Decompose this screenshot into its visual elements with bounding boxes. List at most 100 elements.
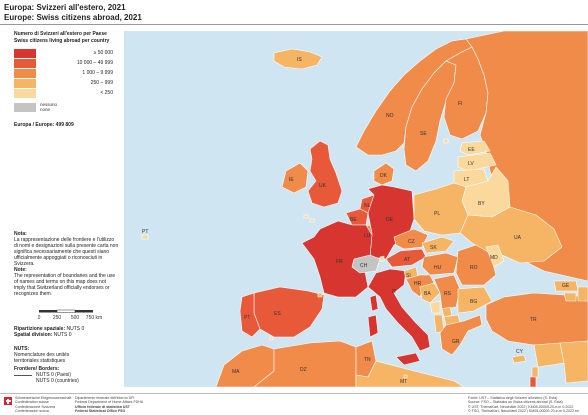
country-xk bbox=[441, 306, 453, 318]
svg-text:IE: IE bbox=[289, 177, 294, 183]
nuts-definition: NUTS: Nomenclature des unités territoria… bbox=[14, 346, 119, 364]
svg-text:RS: RS bbox=[444, 291, 452, 297]
country-md bbox=[485, 244, 505, 268]
country-dk bbox=[373, 162, 395, 186]
note-block: Nota: La rappresentazione delle frontier… bbox=[14, 231, 119, 297]
note-text-it: La rappresentazione delle frontiere e l'… bbox=[14, 237, 119, 267]
scale-seg-3 bbox=[75, 310, 93, 313]
country-fr-corsica bbox=[369, 294, 379, 312]
country-mt bbox=[403, 374, 408, 379]
legend-class-row: 1 000 – 9 999 bbox=[14, 68, 119, 78]
svg-text:NL: NL bbox=[364, 203, 371, 209]
footer-admin-line: Schweizerische Eidgenossenschaft bbox=[15, 396, 72, 400]
frontiers-row-2: NUTS 0 (countries) bbox=[14, 378, 119, 384]
note-title-en: Note: bbox=[14, 267, 27, 273]
svg-text:TR: TR bbox=[530, 317, 537, 323]
country-ro bbox=[455, 244, 497, 286]
svg-text:CZ: CZ bbox=[408, 239, 415, 245]
country-il bbox=[529, 376, 537, 387]
legend-total: Europa / Europe: 499 809 bbox=[14, 122, 74, 128]
scale-seg-2 bbox=[56, 309, 76, 313]
country-ie bbox=[281, 162, 309, 194]
svg-text:DE: DE bbox=[386, 217, 394, 223]
svg-text:CH: CH bbox=[360, 263, 368, 269]
footer-divider bbox=[0, 393, 588, 394]
country-lb bbox=[531, 366, 539, 378]
footer-admin: Schweizerische Eidgenossenschaft Confédé… bbox=[15, 396, 71, 413]
scale-label-500: 500 bbox=[71, 315, 80, 321]
country-ba bbox=[419, 282, 441, 304]
title-italian: Europa: Svizzeri all'estero, 2021 bbox=[4, 3, 126, 12]
country-ad bbox=[317, 292, 323, 298]
svg-text:GE: GE bbox=[562, 283, 570, 289]
svg-text:PL: PL bbox=[434, 211, 440, 217]
frontier-line-symbol bbox=[14, 374, 32, 376]
nuts-line-2: territoriales statistiques bbox=[14, 358, 66, 364]
svg-text:HR: HR bbox=[414, 281, 422, 287]
svg-text:BE: BE bbox=[350, 217, 357, 223]
svg-text:GR: GR bbox=[452, 339, 460, 345]
country-uk bbox=[307, 140, 343, 208]
svg-text:SK: SK bbox=[430, 245, 437, 251]
legend-class-row: ≥ 50 000 bbox=[14, 48, 119, 58]
svg-text:MD: MD bbox=[490, 255, 498, 261]
country-de bbox=[367, 184, 415, 260]
spatial-division: Ripartizione spaziale: NUTS 0 Spatial di… bbox=[14, 326, 119, 338]
svg-text:LU: LU bbox=[364, 233, 371, 239]
svg-text:TN: TN bbox=[364, 357, 371, 363]
legend-class-row: < 250 bbox=[14, 88, 119, 98]
footer-dept-line: Dipartimento federale dell'interno DFI bbox=[75, 396, 135, 400]
country-az bbox=[577, 286, 588, 302]
legend-swatch bbox=[14, 68, 36, 78]
nuts-title: NUTS: bbox=[14, 346, 30, 352]
legend-class-label: 10 000 – 49 999 bbox=[76, 60, 113, 66]
svg-text:IS: IS bbox=[297, 57, 302, 63]
country-gi bbox=[269, 336, 274, 341]
svg-text:CY: CY bbox=[516, 349, 524, 355]
svg-text:BY: BY bbox=[478, 201, 485, 207]
svg-text:PT: PT bbox=[142, 229, 148, 235]
scale-label-0: 0 bbox=[38, 315, 41, 321]
footer-admin-line: Confederazione Svizzera bbox=[15, 404, 56, 409]
scale-label-250: 250 bbox=[53, 315, 62, 321]
country-pt bbox=[239, 292, 261, 338]
country-ch bbox=[351, 254, 381, 274]
footer-admin-line: Confederaziun svizra bbox=[15, 408, 49, 413]
legend-class-row: 10 000 – 49 999 bbox=[14, 58, 119, 68]
svg-text:ES: ES bbox=[274, 311, 281, 317]
svg-text:RO: RO bbox=[470, 265, 478, 271]
country-gr bbox=[439, 314, 483, 356]
title-divider bbox=[0, 24, 588, 25]
footer-dept-line: Federal Statistical Office FSO bbox=[75, 408, 126, 413]
country-hu bbox=[421, 252, 459, 276]
country-bg bbox=[457, 286, 493, 314]
country-ua bbox=[459, 206, 563, 264]
svg-text:FI: FI bbox=[458, 101, 462, 107]
scale-seg-1 bbox=[39, 310, 57, 313]
legend-title-italian: Numero di Svizzeri all'estero per Paese bbox=[14, 31, 107, 37]
frontiers-row-1: NUTS 0 (Paesi) bbox=[14, 372, 119, 378]
svg-text:SI: SI bbox=[406, 273, 411, 279]
legend-nodata-swatch bbox=[14, 102, 36, 112]
footer-source-line: © FSO, ThemaKart, Neuchâtel 2022 | KM05-… bbox=[468, 408, 579, 413]
country-ly bbox=[355, 360, 465, 387]
frontiers-row-1-label: NUTS 0 (Paesi) bbox=[36, 372, 72, 378]
page-title: Europa: Svizzeri all'estero, 2021 Europe… bbox=[4, 3, 142, 23]
svg-text:MA: MA bbox=[232, 369, 240, 375]
note-title-it: Nota: bbox=[14, 231, 27, 237]
footer-source: Fonte: UST – Statistica degli Svizzeri a… bbox=[468, 396, 586, 413]
note-text-en: The representation of boundaries and the… bbox=[14, 273, 116, 297]
country-li bbox=[379, 255, 385, 262]
footer-source-line: Fonte: UST – Statistica degli Svizzeri a… bbox=[468, 396, 558, 400]
legend-class-row: 250 – 999 bbox=[14, 78, 119, 88]
legend-classes: ≥ 50 000 10 000 – 49 999 1 000 – 9 999 250 … bbox=[14, 48, 119, 98]
svg-text:LT: LT bbox=[464, 177, 469, 183]
legend-nodata-row: nessuno none bbox=[14, 100, 119, 114]
legend-class-label: < 250 bbox=[100, 90, 113, 96]
spatial-label-it: Ripartizione spaziale: bbox=[14, 326, 66, 332]
legend-swatch bbox=[14, 58, 36, 68]
country-sk bbox=[421, 236, 455, 254]
svg-text:HU: HU bbox=[434, 265, 442, 271]
scale-label-750: 750 km bbox=[86, 315, 102, 321]
footer-dept-line: Ufficio federale di statistica UST bbox=[75, 404, 130, 409]
